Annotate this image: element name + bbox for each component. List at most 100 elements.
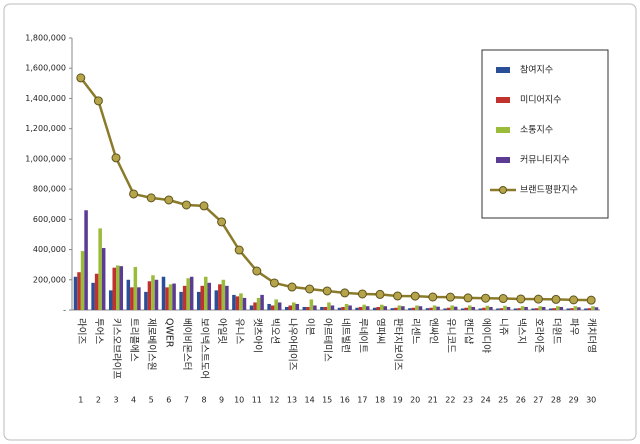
bar <box>450 305 454 310</box>
rank-label: 30 <box>586 396 596 405</box>
x-tick-label: 네트빌런 <box>339 318 350 353</box>
x-tick-label: 캔디샵 <box>463 318 474 344</box>
bar <box>235 296 240 310</box>
bar <box>383 306 388 310</box>
bar <box>327 302 331 310</box>
bar <box>256 297 261 310</box>
bar <box>344 303 349 310</box>
bar <box>429 307 433 310</box>
bar <box>468 305 472 310</box>
marker <box>357 289 367 299</box>
bar <box>584 308 588 310</box>
rank-label: 10 <box>234 396 244 405</box>
bar <box>186 278 190 310</box>
bar <box>144 291 148 310</box>
bar <box>277 302 282 310</box>
bar <box>443 308 447 310</box>
bar <box>587 308 592 310</box>
x-tick-label: 엔싸인 <box>427 318 438 344</box>
y-tick-label: 1,400,000 <box>25 94 66 103</box>
bar <box>214 290 219 310</box>
marker <box>217 217 227 227</box>
marker <box>269 278 279 288</box>
marker <box>410 291 420 301</box>
bar <box>274 299 278 310</box>
bar <box>358 306 363 310</box>
bar <box>137 287 141 310</box>
rank-label: 11 <box>252 396 262 405</box>
marker <box>498 294 508 304</box>
bar <box>548 308 553 310</box>
bar <box>556 306 560 310</box>
bar <box>489 306 493 310</box>
bar <box>485 305 490 310</box>
legend-label: 브랜드평판지수 <box>520 185 578 196</box>
bar <box>394 307 398 310</box>
bar <box>418 306 423 310</box>
marker <box>445 292 455 302</box>
x-tick-label: 베이비몬스터 <box>181 318 192 370</box>
bar <box>302 306 307 310</box>
bar <box>594 307 599 310</box>
bar <box>73 276 78 310</box>
x-tick-label: 판타지보이즈 <box>392 318 403 371</box>
bar <box>249 305 254 310</box>
rank-label: 4 <box>131 396 136 405</box>
legend-label: 미디어지수 <box>520 95 561 106</box>
bar <box>313 305 317 310</box>
bar <box>84 210 88 310</box>
rank-label: 29 <box>569 396 579 405</box>
marker <box>252 266 262 276</box>
y-tick-label: 1,000,000 <box>25 154 66 163</box>
rank-label: 2 <box>96 396 101 405</box>
marker <box>199 201 209 211</box>
x-tick-label: 니쥬 <box>498 318 509 336</box>
rank-label: 14 <box>305 396 315 405</box>
bar <box>242 297 247 310</box>
x-tick-label: 더윈드 <box>551 318 562 344</box>
bar <box>460 308 465 310</box>
marker <box>340 288 350 298</box>
bar <box>390 308 395 310</box>
bar <box>520 306 525 310</box>
y-tick-label: 200,000 <box>33 275 66 284</box>
bar <box>323 306 328 310</box>
legend-swatch <box>496 67 510 73</box>
x-tick-label: 캐치더영 <box>586 318 598 353</box>
bar <box>397 305 402 310</box>
marker <box>287 282 297 292</box>
bar <box>348 305 352 310</box>
legend-swatch <box>496 127 510 133</box>
legend-swatch <box>496 157 510 163</box>
bar <box>225 285 229 310</box>
rank-label: 27 <box>533 396 543 405</box>
bar <box>552 308 556 310</box>
bar <box>94 273 99 310</box>
bar <box>112 267 116 310</box>
bar <box>559 306 564 310</box>
rank-label: 8 <box>201 396 206 405</box>
bar <box>482 307 486 310</box>
bar <box>168 284 173 310</box>
y-tick-label: 800,000 <box>33 185 66 194</box>
bar <box>189 276 194 310</box>
bar <box>196 291 201 310</box>
bar <box>534 308 539 310</box>
x-tick-label: 보이넥스트도어 <box>199 318 210 379</box>
rank-label: 23 <box>463 396 473 405</box>
legend-label: 커뮤니티지수 <box>520 155 570 166</box>
rank-label: 5 <box>149 396 154 405</box>
bar <box>119 266 124 310</box>
bar <box>147 281 152 310</box>
bar <box>80 251 85 310</box>
bar <box>362 304 366 310</box>
bar <box>496 308 500 310</box>
bar <box>432 305 437 310</box>
bar <box>204 276 208 310</box>
rank-label: 22 <box>445 396 455 405</box>
legend-label: 참여지수 <box>520 64 553 76</box>
y-tick-label: - <box>63 306 66 315</box>
rank-label: 17 <box>357 396 367 405</box>
marker <box>463 293 473 303</box>
x-tick-label: 에이디야 <box>480 318 491 353</box>
